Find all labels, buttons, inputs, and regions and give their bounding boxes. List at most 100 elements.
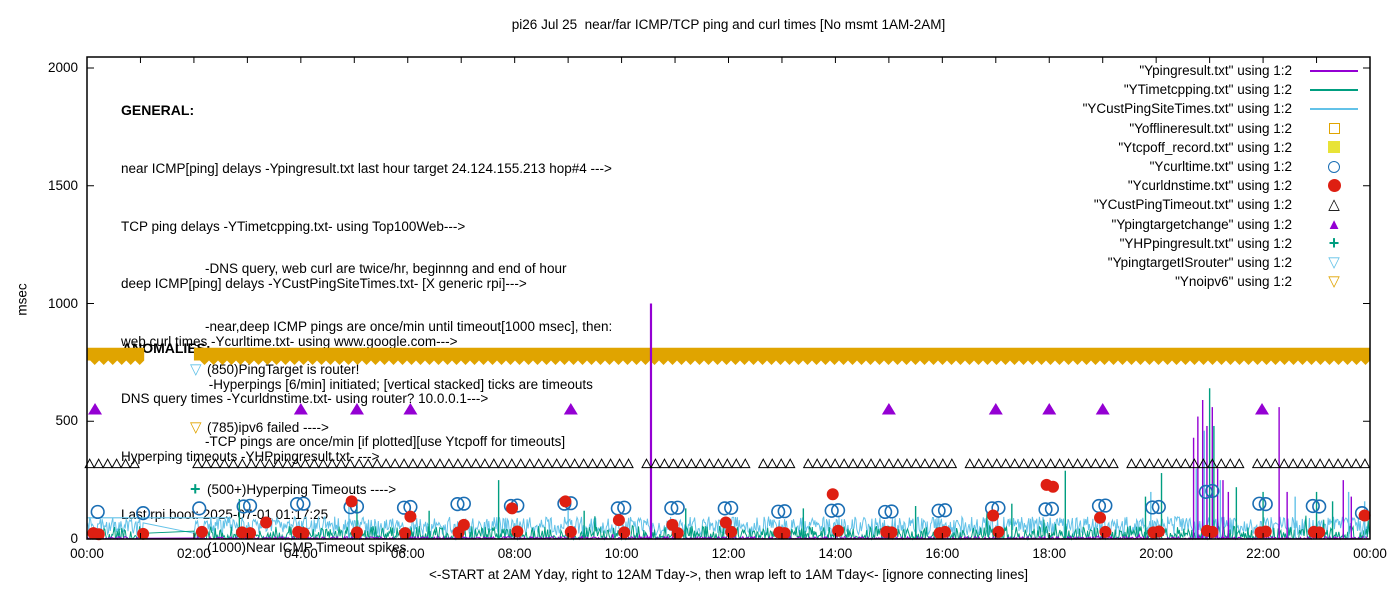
- curl-time-point: [931, 503, 946, 518]
- legend-label: "YHPpingresult.txt" using 1:2: [1119, 235, 1292, 251]
- dns-time-point: [666, 518, 679, 531]
- curl-time-point: [1252, 496, 1267, 511]
- curl-time-point: [1098, 498, 1113, 513]
- dns-time-point: [725, 525, 738, 538]
- legend-label: "Ypingtargetchange" using 1:2: [1111, 216, 1292, 232]
- x-tick-label: 00:00: [70, 546, 104, 561]
- legend-item: "Ypingresult.txt" using 1:2: [1083, 61, 1370, 80]
- legend-item: "YCustPingTimeout.txt" using 1:2 △: [1083, 195, 1370, 214]
- legend-label: "Yofflineresult.txt" using 1:2: [1129, 120, 1292, 136]
- dns-time-point: [87, 527, 100, 540]
- curl-time-point: [771, 504, 786, 519]
- dns-time-point: [880, 525, 893, 538]
- y-axis-label: msec: [14, 283, 30, 316]
- general-line: near ICMP[ping] delays -Ypingresult.txt …: [121, 161, 612, 177]
- y-tick-label: 2000: [47, 60, 78, 75]
- legend-label: "Ycurldnstime.txt" using 1:2: [1127, 178, 1292, 194]
- anomaly-line: + (500+)Hyperping Timeouts ---->: [190, 480, 406, 500]
- anomaly-line: ▽ (850)PingTarget is router!: [190, 359, 406, 379]
- chart-title: pi26 Jul 25 near/far ICMP/TCP ping and c…: [511, 17, 946, 32]
- general-note: -DNS query, web curl are twice/hr, begin…: [205, 261, 567, 277]
- legend-item: "Ytcpoff_record.txt" using 1:2: [1083, 138, 1370, 157]
- legend-item: "YpingtargetISrouter" using 1:2 ▽: [1083, 253, 1370, 272]
- curl-time-point: [1305, 498, 1320, 514]
- x-tick-label: 04:00: [283, 546, 318, 561]
- anomaly-line: (1000)Near ICMP Timeout spikes: [190, 538, 406, 558]
- curl-time-point: [1258, 497, 1273, 512]
- legend-item: "Ynoipv6" using 1:2 ▽: [1083, 272, 1370, 291]
- curl-time-point: [1151, 499, 1166, 515]
- curl-time-point: [664, 501, 679, 516]
- x-tick-label: 06:00: [390, 546, 425, 561]
- triangle-up-icon: △: [1328, 196, 1340, 214]
- curl-time-point: [1044, 501, 1060, 516]
- y-tick-label: 1000: [47, 295, 78, 311]
- circle-filled-icon: [1298, 179, 1370, 193]
- anomaly-line: ▽ (785)ipv6 failed ---->: [190, 418, 406, 438]
- x-tick-label: 02:00: [177, 546, 211, 561]
- legend-label: "Ycurltime.txt" using 1:2: [1149, 159, 1292, 175]
- anomaly-text: (1000)Near ICMP Timeout spikes: [207, 539, 407, 555]
- curl-time-point: [1354, 505, 1370, 521]
- anomaly-text: (850)PingTarget is router!: [207, 361, 360, 377]
- curl-time-point: [90, 504, 105, 520]
- curl-time-point: [991, 500, 1006, 516]
- y-tick-label: 500: [55, 413, 78, 429]
- dns-time-point: [778, 527, 791, 540]
- circle-open-icon: [1298, 160, 1370, 173]
- ping-target-change-point: [881, 402, 896, 415]
- triangle-up-filled-icon: ▲: [1326, 215, 1342, 233]
- x-tick-label: 22:00: [1246, 546, 1280, 561]
- line-sample-icon: [1298, 107, 1370, 110]
- general-heading: GENERAL:: [121, 102, 195, 119]
- dns-time-point: [885, 526, 898, 539]
- dns-time-point: [1259, 525, 1272, 538]
- dns-time-point: [1206, 525, 1219, 538]
- dns-time-point: [1094, 511, 1107, 524]
- dns-time-point: [92, 528, 105, 541]
- curl-time-point: [937, 503, 953, 518]
- dns-time-point: [1313, 526, 1326, 539]
- dns-time-point: [1099, 525, 1112, 538]
- x-axis-note: <-START at 2AM Yday, right to 12AM Tday-…: [429, 567, 1028, 582]
- curl-time-point: [617, 500, 632, 515]
- y-tick-label: 0: [70, 531, 78, 546]
- line-sample-icon: [1298, 69, 1370, 72]
- curl-time-point: [610, 501, 625, 516]
- legend-label: "YpingtargetISrouter" using 1:2: [1107, 254, 1292, 270]
- line-sample-icon: [1298, 88, 1370, 91]
- legend-item: "YHPpingresult.txt" using 1:2 +: [1083, 234, 1370, 253]
- dns-time-point: [1358, 509, 1371, 522]
- square-filled-icon: [1298, 141, 1370, 154]
- dns-time-point: [671, 527, 684, 540]
- legend-label: "YTimetcpping.txt" using 1:2: [1123, 82, 1292, 98]
- dns-time-point: [612, 514, 625, 527]
- triangle-down-icon: ▽: [190, 418, 202, 436]
- curl-time-point: [1205, 483, 1220, 499]
- dns-time-point: [933, 527, 946, 540]
- curl-time-point: [777, 504, 792, 519]
- dns-time-point: [1152, 525, 1165, 538]
- anomaly-text: (500+)Hyperping Timeouts ---->: [207, 481, 397, 497]
- plus-icon: +: [1328, 233, 1340, 254]
- dns-time-point: [987, 509, 1000, 522]
- triangle-up-icon: ▲: [190, 598, 207, 600]
- curl-time-point: [878, 504, 893, 520]
- anomaly-line: ▲(550)Ping Target Changes --->: [190, 596, 406, 600]
- dns-time-point: [1307, 525, 1320, 538]
- curl-time-point: [670, 500, 685, 515]
- legend-label: "YCustPingTimeout.txt" using 1:2: [1093, 197, 1292, 213]
- triangle-down-icon: ▽: [190, 360, 202, 378]
- curl-time-point: [1038, 502, 1053, 517]
- ping-target-change-point: [1042, 402, 1057, 415]
- dns-time-point: [832, 524, 845, 537]
- dns-time-point: [1200, 524, 1213, 537]
- curl-time-point: [724, 500, 739, 516]
- legend-item: "YTimetcpping.txt" using 1:2: [1083, 80, 1370, 99]
- anomalies-block: ▽ (850)PingTarget is router! ▽ (785)ipv6 f…: [190, 321, 406, 600]
- dns-time-point: [939, 525, 952, 538]
- anomaly-text: (550)Ping Target Changes --->: [207, 596, 389, 600]
- dns-time-point: [719, 516, 732, 529]
- x-tick-label: 10:00: [604, 546, 639, 561]
